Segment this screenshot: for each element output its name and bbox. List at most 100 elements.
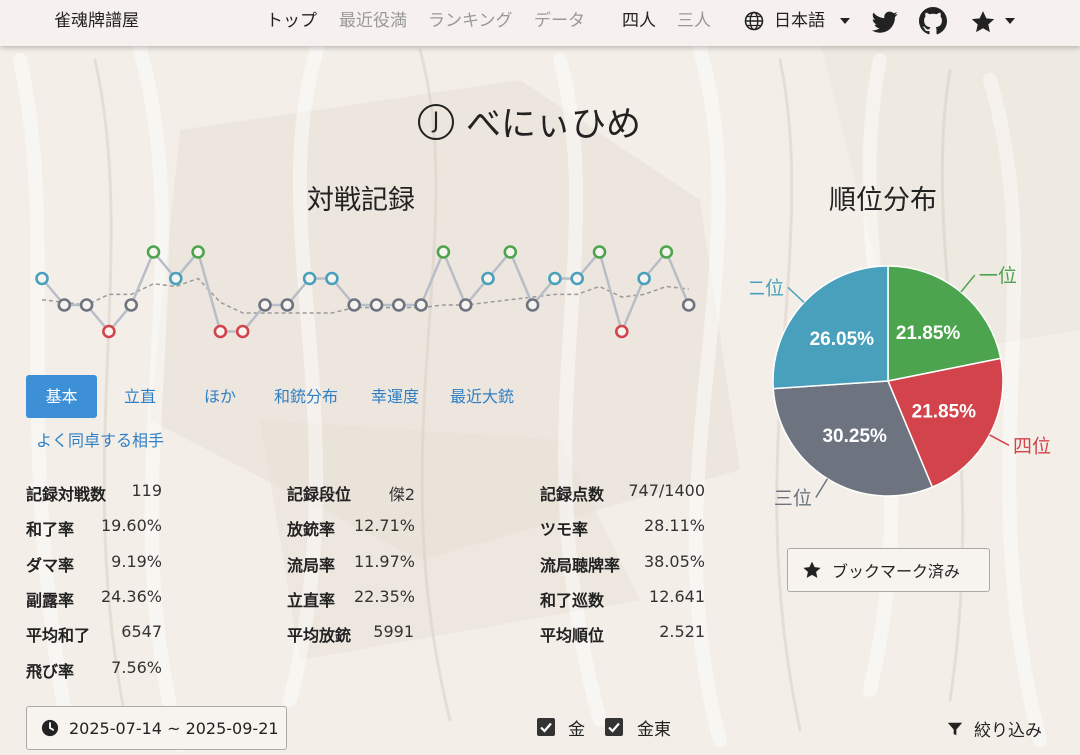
- checkbox-gold[interactable]: [537, 718, 555, 736]
- tab-riichi[interactable]: 立直: [124, 387, 157, 406]
- slice-leader-line: [989, 434, 1010, 446]
- filter-label: 絞り込み: [974, 721, 1042, 741]
- tab-basic[interactable]: 基本: [26, 375, 97, 418]
- stat-value-avg-placement: 2.521: [659, 622, 705, 641]
- rank-point[interactable]: [391, 298, 406, 312]
- rank-point[interactable]: [169, 271, 183, 286]
- slice-percent-label: 21.85%: [896, 323, 961, 344]
- stat-value-points: 747/1400: [628, 481, 705, 500]
- date-range-label: 2025-07-14 ~ 2025-09-21: [69, 718, 279, 738]
- nav-link-data[interactable]: データ: [534, 11, 585, 31]
- rank-point[interactable]: [436, 245, 451, 259]
- stat-value-avg-win: 6547: [121, 622, 162, 641]
- nav-link-ranking[interactable]: ランキング: [428, 11, 513, 31]
- rank-point[interactable]: [481, 271, 495, 286]
- rank-point[interactable]: [146, 245, 161, 259]
- slice-rank-label: 二位: [750, 277, 784, 299]
- stat-label-riichi-rate: 立直率: [287, 591, 336, 610]
- slice-leader-line: [815, 478, 829, 498]
- stat-value-draw-tenpai-rate: 38.05%: [643, 552, 705, 571]
- stat-label-bust-rate: 飛び率: [26, 662, 75, 681]
- bookmark-button[interactable]: ブックマーク済み: [787, 548, 990, 592]
- stat-value-avg-deal-in: 5991: [373, 622, 414, 641]
- rank-point[interactable]: [280, 298, 295, 312]
- rank-distribution-chart: 21.85% 一位 21.85% 四位 30.25% 三位 26.05% 二位: [750, 265, 1051, 509]
- star-menu-icon[interactable]: [970, 9, 996, 35]
- chevron-down-icon[interactable]: [840, 18, 850, 24]
- stat-label-games: 記録対戦数: [26, 485, 107, 504]
- checkbox-gold-east[interactable]: [605, 718, 623, 736]
- rank-point[interactable]: [57, 298, 72, 312]
- stat-label-win-rate: 和了率: [26, 520, 75, 539]
- rank-line: [41, 248, 690, 336]
- stat-label-points: 記録点数: [540, 485, 605, 504]
- rank-point[interactable]: [79, 298, 94, 312]
- date-range-button[interactable]: 2025-07-14 ~ 2025-09-21: [26, 706, 287, 750]
- slice-percent-label: 21.85%: [912, 402, 977, 423]
- star-icon: [803, 561, 821, 578]
- filter-button[interactable]: 絞り込み: [946, 716, 1042, 741]
- rank-point[interactable]: [302, 271, 317, 286]
- rank-point[interactable]: [614, 324, 629, 339]
- rank-point[interactable]: [681, 298, 696, 312]
- rank-point[interactable]: [213, 324, 228, 339]
- tab-win-deal-distribution[interactable]: 和銃分布: [274, 387, 339, 406]
- tab-other[interactable]: ほか: [204, 387, 237, 406]
- tab-luck[interactable]: 幸運度: [371, 387, 420, 406]
- stat-value-games: 119: [131, 481, 162, 500]
- check-icon: [540, 722, 552, 733]
- slice-rank-label: 四位: [1013, 435, 1051, 457]
- rank-point[interactable]: [369, 298, 384, 312]
- rank-point[interactable]: [102, 324, 116, 339]
- player-header: J べにぃひめ: [418, 96, 641, 147]
- record-title: 対戦記録: [307, 185, 415, 216]
- slice-second[interactable]: [772, 265, 889, 390]
- player-name: べにぃひめ: [466, 105, 642, 145]
- github-icon[interactable]: [919, 7, 947, 35]
- rank-point[interactable]: [124, 298, 138, 312]
- language-selector[interactable]: 日本語: [774, 11, 825, 31]
- rank-point[interactable]: [503, 245, 518, 259]
- stat-label-draw-rate: 流局率: [287, 556, 336, 575]
- check-icon: [608, 722, 620, 733]
- tab-frequent-opponents[interactable]: よく同卓する相手: [36, 431, 165, 450]
- stat-value-deal-in-rate: 12.71%: [353, 516, 415, 535]
- rank-point[interactable]: [347, 298, 362, 312]
- mode-three-player[interactable]: 三人: [677, 11, 711, 31]
- rank-point[interactable]: [637, 271, 651, 286]
- rank-point[interactable]: [414, 298, 428, 312]
- slice-leader-line: [960, 274, 976, 293]
- rank-point[interactable]: [592, 245, 607, 259]
- globe-icon[interactable]: [744, 11, 764, 31]
- rank-point[interactable]: [548, 271, 562, 286]
- slice-percent-label: 26.05%: [810, 329, 875, 350]
- mode-four-player[interactable]: 四人: [622, 11, 656, 31]
- stat-value-dama-rate: 9.19%: [111, 552, 162, 571]
- rank-point[interactable]: [525, 298, 540, 312]
- rank-point[interactable]: [235, 324, 250, 339]
- recent-rank-chart: [35, 245, 696, 339]
- stat-value-call-rate: 24.36%: [100, 587, 162, 606]
- nav-link-top[interactable]: トップ: [266, 11, 317, 31]
- slice-third[interactable]: [772, 380, 934, 497]
- slice-fourth[interactable]: [886, 357, 1004, 489]
- stat-value-riichi-rate: 22.35%: [353, 587, 415, 606]
- nav-link-recent-yakuman[interactable]: 最近役満: [339, 11, 407, 31]
- checkbox-gold-label: 金: [568, 720, 585, 740]
- rank-point[interactable]: [325, 271, 339, 286]
- stat-value-rank: 傑2: [388, 485, 415, 504]
- twitter-icon[interactable]: [872, 9, 898, 35]
- rank-point[interactable]: [191, 245, 205, 259]
- chevron-down-icon[interactable]: [1005, 18, 1015, 24]
- stat-label-call-rate: 副露率: [26, 591, 75, 610]
- rank-point[interactable]: [659, 245, 674, 259]
- brand-logo[interactable]: 雀魂牌譜屋: [54, 11, 139, 31]
- filter-icon: [947, 722, 963, 735]
- tab-recent-big-deal-in[interactable]: 最近大銃: [450, 387, 515, 406]
- stat-label-deal-in-rate: 放銃率: [287, 520, 336, 539]
- slice-rank-label: 三位: [774, 487, 812, 509]
- rank-point[interactable]: [35, 271, 49, 286]
- rank-point[interactable]: [258, 298, 272, 312]
- rank-point[interactable]: [458, 298, 473, 312]
- rank-point[interactable]: [570, 271, 585, 286]
